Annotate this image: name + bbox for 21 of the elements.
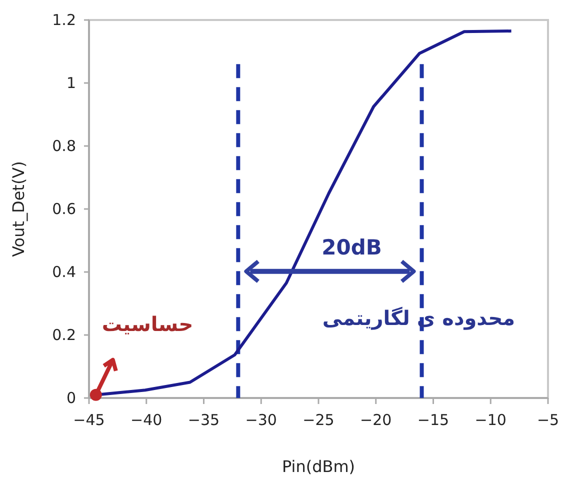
x-tick-label: −20 [360, 411, 392, 429]
x-axis-title: Pin(dBm) [282, 457, 356, 476]
x-tick-label: −25 [302, 411, 334, 429]
x-tick-label: −35 [188, 411, 220, 429]
annotation: حساسیت [102, 312, 194, 336]
y-tick-label: 0.4 [52, 263, 76, 281]
y-tick-label: 1 [66, 74, 76, 92]
x-tick-label: −5 [536, 411, 560, 429]
y-axis-title: Vout_Det(V) [9, 161, 28, 257]
y-tick-label: 0.6 [52, 200, 76, 218]
y-tick-label: 1.2 [52, 11, 76, 29]
annotation: 20dB [322, 235, 382, 260]
x-tick-label: −10 [474, 411, 506, 429]
y-tick-label: 0.2 [52, 326, 76, 344]
y-tick-label: 0 [66, 389, 76, 407]
x-tick-label: −30 [245, 411, 277, 429]
x-tick-label: −15 [417, 411, 450, 429]
x-tick-label: −45 [73, 411, 105, 429]
x-tick-label: −40 [130, 411, 162, 429]
y-tick-label: 0.8 [52, 137, 76, 155]
annotation: محدوده ی لگاریتمی [322, 306, 515, 330]
